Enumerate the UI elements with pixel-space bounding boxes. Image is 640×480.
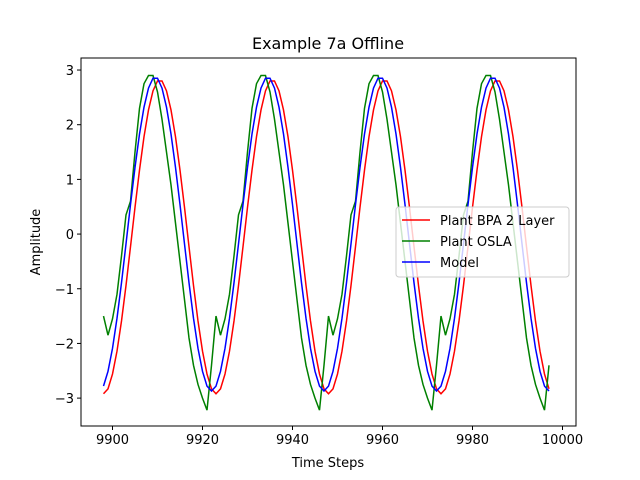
x-tick-label: 9920 — [186, 433, 219, 448]
y-tick-label: 0 — [66, 228, 74, 243]
data-line — [102, 80, 550, 395]
x-tick-label: 9900 — [96, 433, 129, 448]
y-tick-label: 1 — [66, 173, 74, 188]
x-tick-label: 9980 — [456, 433, 489, 448]
y-tick-label: 3 — [66, 64, 74, 79]
plot-frame — [80, 57, 577, 427]
legend-label: Model — [440, 256, 479, 271]
legend-box — [395, 206, 570, 278]
legend-label: Plant OSLA — [440, 235, 512, 250]
x-axis-label: Time Steps — [291, 456, 365, 471]
x-tick-label: 9940 — [276, 433, 309, 448]
y-tick-label: −2 — [55, 337, 74, 352]
y-axis-label: Amplitude — [29, 209, 44, 276]
y-tick-label: −1 — [55, 283, 74, 298]
data-line — [102, 74, 550, 411]
x-tick-label: 10000 — [542, 433, 583, 448]
x-tick-label: 9960 — [366, 433, 399, 448]
legend-label: Plant BPA 2 Layer — [440, 214, 555, 229]
data-line — [102, 77, 550, 393]
y-tick-label: 2 — [66, 119, 74, 134]
y-tick-label: −3 — [55, 392, 74, 407]
chart-title: Example 7a Offline — [252, 34, 404, 53]
